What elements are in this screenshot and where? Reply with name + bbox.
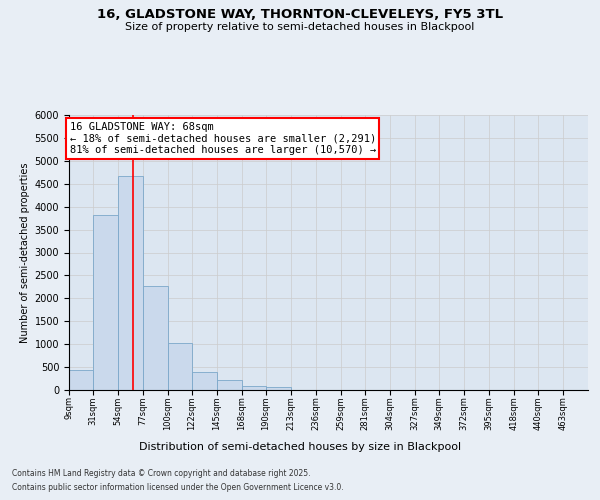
- Bar: [118, 176, 143, 390]
- Bar: [143, 286, 168, 390]
- Bar: [168, 343, 192, 390]
- Bar: [93, 215, 118, 390]
- Text: Contains HM Land Registry data © Crown copyright and database right 2025.: Contains HM Land Registry data © Crown c…: [12, 468, 311, 477]
- Text: 16 GLADSTONE WAY: 68sqm
← 18% of semi-detached houses are smaller (2,291)
81% of: 16 GLADSTONE WAY: 68sqm ← 18% of semi-de…: [70, 122, 376, 155]
- Bar: [217, 380, 242, 390]
- Text: Contains public sector information licensed under the Open Government Licence v3: Contains public sector information licen…: [12, 484, 344, 492]
- Bar: [192, 372, 217, 390]
- Y-axis label: Number of semi-detached properties: Number of semi-detached properties: [20, 162, 31, 343]
- Text: Distribution of semi-detached houses by size in Blackpool: Distribution of semi-detached houses by …: [139, 442, 461, 452]
- Text: 16, GLADSTONE WAY, THORNTON-CLEVELEYS, FY5 3TL: 16, GLADSTONE WAY, THORNTON-CLEVELEYS, F…: [97, 8, 503, 20]
- Bar: [242, 386, 266, 390]
- Text: Size of property relative to semi-detached houses in Blackpool: Size of property relative to semi-detach…: [125, 22, 475, 32]
- Bar: [69, 370, 93, 390]
- Bar: [266, 388, 291, 390]
